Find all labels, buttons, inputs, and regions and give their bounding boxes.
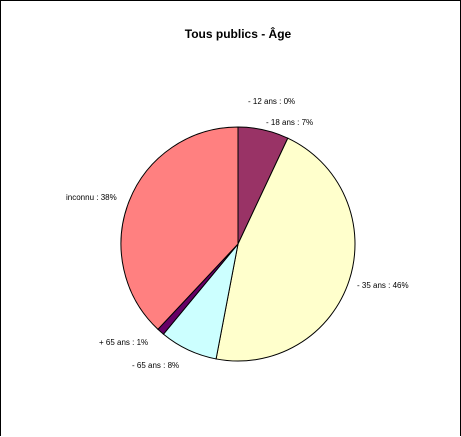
- slice-label: - 12 ans : 0%: [248, 97, 295, 106]
- pie-labels: - 12 ans : 0% - 18 ans : 7% - 35 ans : 46%…: [66, 97, 409, 370]
- slice-label: - 65 ans : 8%: [132, 361, 179, 370]
- pie-slices: [120, 126, 356, 362]
- pie-slice: [120, 126, 239, 330]
- slice-label: - 35 ans : 46%: [357, 281, 409, 290]
- slice-label: - 18 ans : 7%: [266, 118, 313, 127]
- pie-slice: [215, 137, 356, 362]
- slice-label: + 65 ans : 1%: [99, 338, 148, 347]
- slice-label: inconnu : 38%: [66, 193, 117, 202]
- chart-title: Tous publics - Âge: [185, 26, 292, 41]
